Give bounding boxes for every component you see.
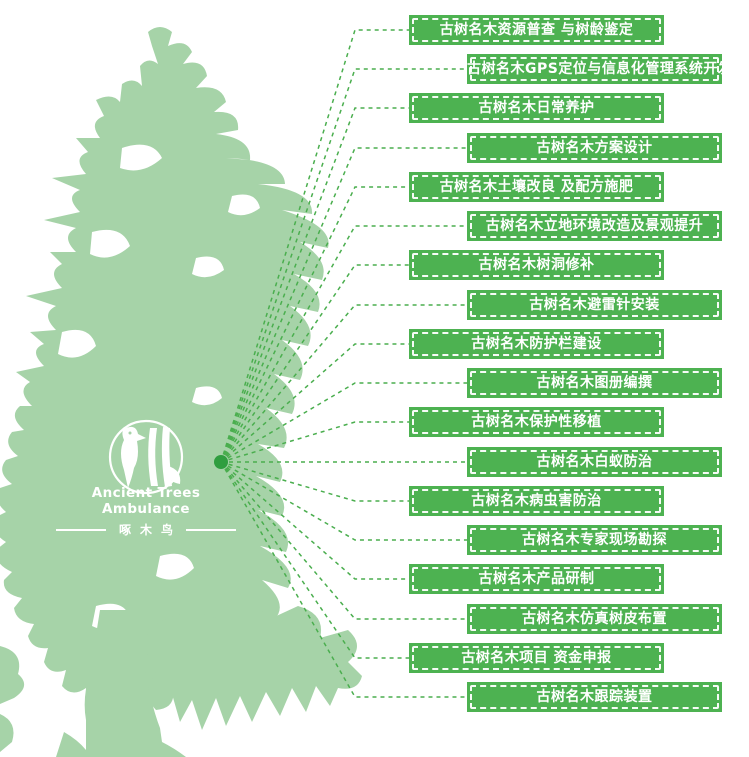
service-banner: 古树名木资源普查 与树龄鉴定 <box>409 15 664 45</box>
connector-line <box>220 461 467 541</box>
service-banner: 古树名木树洞修补 <box>409 250 664 280</box>
connector-line <box>220 461 467 620</box>
service-banner: 古树名木产品研制 <box>409 564 664 594</box>
connector-line <box>220 343 409 463</box>
connector-line <box>220 421 409 463</box>
tree-silhouette-icon <box>0 27 362 757</box>
service-banner: 古树名木土壤改良 及配方施肥 <box>409 172 664 202</box>
brand-rule-left <box>56 528 106 531</box>
brand-rule-right <box>186 528 237 531</box>
tree-node-dot <box>214 455 228 469</box>
brand-lockup: Ancient Trees Ambulance 啄木鸟 <box>56 485 237 538</box>
service-banner: 古树名木GPS定位与信息化管理系统开发 <box>467 54 732 84</box>
service-banner: 古树名木图册编撰 <box>467 368 722 398</box>
connector-line <box>220 147 467 463</box>
connector-line <box>220 461 467 698</box>
service-banner: 古树名木跟踪装置 <box>467 682 722 712</box>
service-banner: 古树名木仿真树皮布置 <box>467 604 722 634</box>
connector-line <box>220 461 409 502</box>
brand-name-en: Ancient Trees Ambulance <box>91 485 201 517</box>
connector-line <box>220 68 467 463</box>
connector-line <box>220 29 409 463</box>
service-banner: 古树名木立地环境改造及景观提升 <box>467 211 722 241</box>
connector-line <box>220 264 409 463</box>
connector-line <box>220 382 467 463</box>
service-banner: 古树名木避雷针安装 <box>467 290 722 320</box>
connector-line <box>220 461 409 659</box>
service-banner: 古树名木专家现场勘探 <box>467 525 722 555</box>
connector-line <box>220 461 409 580</box>
service-banner: 古树名木白蚁防治 <box>467 447 722 477</box>
service-banner: 古树名木保护性移植 <box>409 407 664 437</box>
connector-line <box>220 304 467 463</box>
connector-line <box>220 107 409 463</box>
connector-line <box>220 225 467 463</box>
woodpecker-logo-icon <box>108 419 184 495</box>
connector-lines <box>220 29 467 698</box>
service-banner: 古树名木日常养护 <box>409 93 664 123</box>
brand-name-cn-row: 啄木鸟 <box>56 521 237 538</box>
brand-name-cn: 啄木鸟 <box>119 523 183 537</box>
service-banner: 古树名木项目 资金申报 <box>409 643 664 673</box>
connector-line <box>220 186 409 463</box>
service-banner: 古树名木方案设计 <box>467 133 722 163</box>
service-banner: 古树名木病虫害防治 <box>409 486 664 516</box>
service-banner: 古树名木防护栏建设 <box>409 329 664 359</box>
